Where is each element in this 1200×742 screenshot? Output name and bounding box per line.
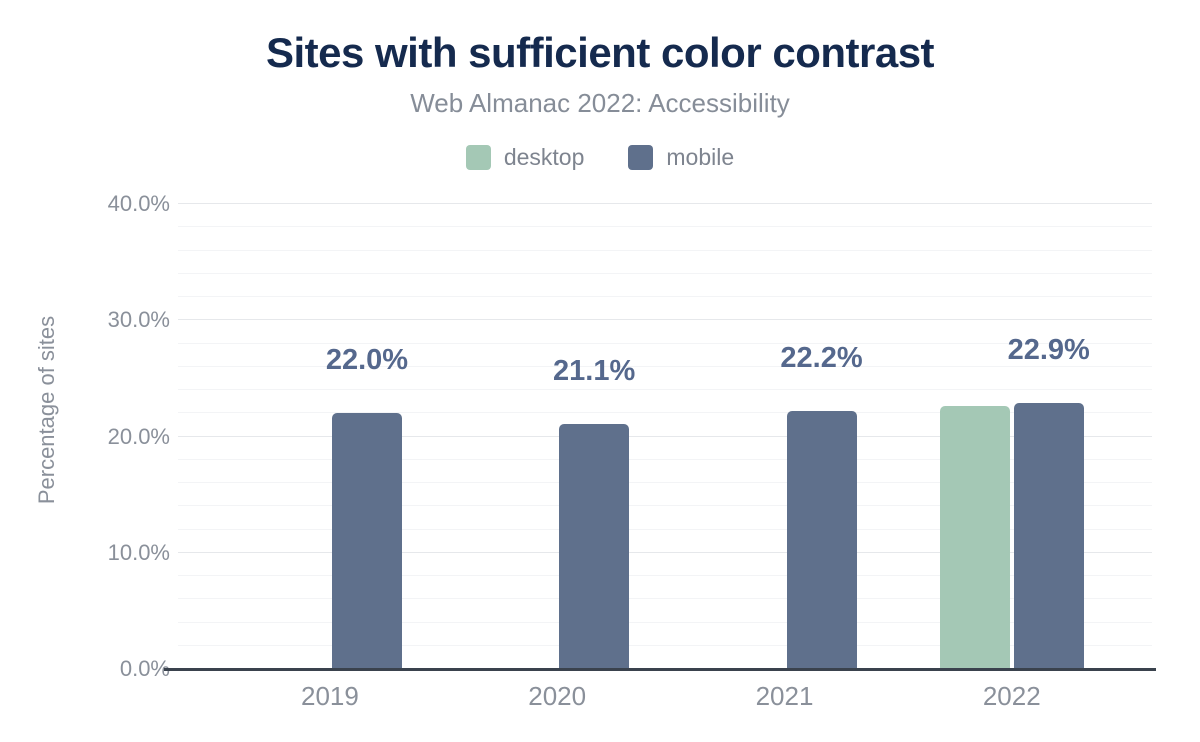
gridline-12 xyxy=(178,528,1152,530)
data-label-mobile-2021: 22.2% xyxy=(780,341,863,374)
gridline-18 xyxy=(178,458,1152,460)
x-axis-line xyxy=(164,668,1156,671)
data-label-mobile-2020: 21.1% xyxy=(553,354,636,387)
legend-swatch-desktop xyxy=(465,144,491,170)
bar-mobile-2019[interactable] xyxy=(331,413,402,669)
legend-label-mobile: mobile xyxy=(666,143,735,170)
legend-item-desktop[interactable]: desktop xyxy=(465,143,585,171)
gridline-22 xyxy=(178,412,1152,414)
gridline-30 xyxy=(178,319,1152,321)
data-label-mobile-2022: 22.9% xyxy=(1007,333,1090,366)
y-tick-label-10: 10.0% xyxy=(107,539,170,565)
legend-swatch-mobile xyxy=(628,144,654,170)
gridline-32 xyxy=(178,296,1152,297)
y-tick-label-30: 30.0% xyxy=(107,307,170,333)
gridline-2 xyxy=(178,644,1152,646)
gridline-4 xyxy=(178,621,1152,623)
legend-item-mobile[interactable]: mobile xyxy=(628,144,734,171)
plot-area: 22.0% 2019 21.1% 2020 22.2% 2021 22.9% 2022 xyxy=(164,203,1156,710)
bar-mobile-2021[interactable] xyxy=(786,410,857,669)
bar-mobile-2022[interactable] xyxy=(1013,402,1084,669)
gridline-36 xyxy=(178,249,1152,251)
y-tick-label-20: 20.0% xyxy=(107,423,170,449)
gridline-10 xyxy=(178,551,1152,553)
gridline-14 xyxy=(178,505,1152,507)
gridline-8 xyxy=(178,575,1152,576)
chart-title: Sites with sufficient color contrast xyxy=(265,29,935,76)
gridline-40 xyxy=(178,203,1152,204)
legend-label-desktop: desktop xyxy=(503,143,585,170)
gridline-26 xyxy=(178,365,1152,367)
gridline-28 xyxy=(178,342,1152,344)
gridline-20 xyxy=(178,435,1152,437)
bar-desktop-2022[interactable] xyxy=(939,406,1010,669)
x-tick-2019: 2019 xyxy=(301,681,359,711)
y-axis-title: Percentage of sites xyxy=(34,315,59,505)
data-label-mobile-2019: 22.0% xyxy=(325,344,409,377)
gridline-16 xyxy=(178,482,1152,483)
x-tick-2020: 2020 xyxy=(528,681,587,711)
y-tick-label-40: 40.0% xyxy=(107,191,170,216)
chart-subtitle: Web Almanac 2022: Accessibility xyxy=(410,88,790,118)
bar-mobile-2020[interactable] xyxy=(559,423,630,669)
gridline-38 xyxy=(178,226,1152,228)
gridline-34 xyxy=(178,272,1152,274)
gridline-6 xyxy=(178,598,1152,600)
legend: desktop mobile xyxy=(0,143,1200,171)
x-tick-2021: 2021 xyxy=(755,681,814,711)
gridline-24 xyxy=(178,389,1152,390)
x-tick-2022: 2022 xyxy=(982,681,1041,711)
y-tick-label-0: 0.0% xyxy=(119,656,170,681)
